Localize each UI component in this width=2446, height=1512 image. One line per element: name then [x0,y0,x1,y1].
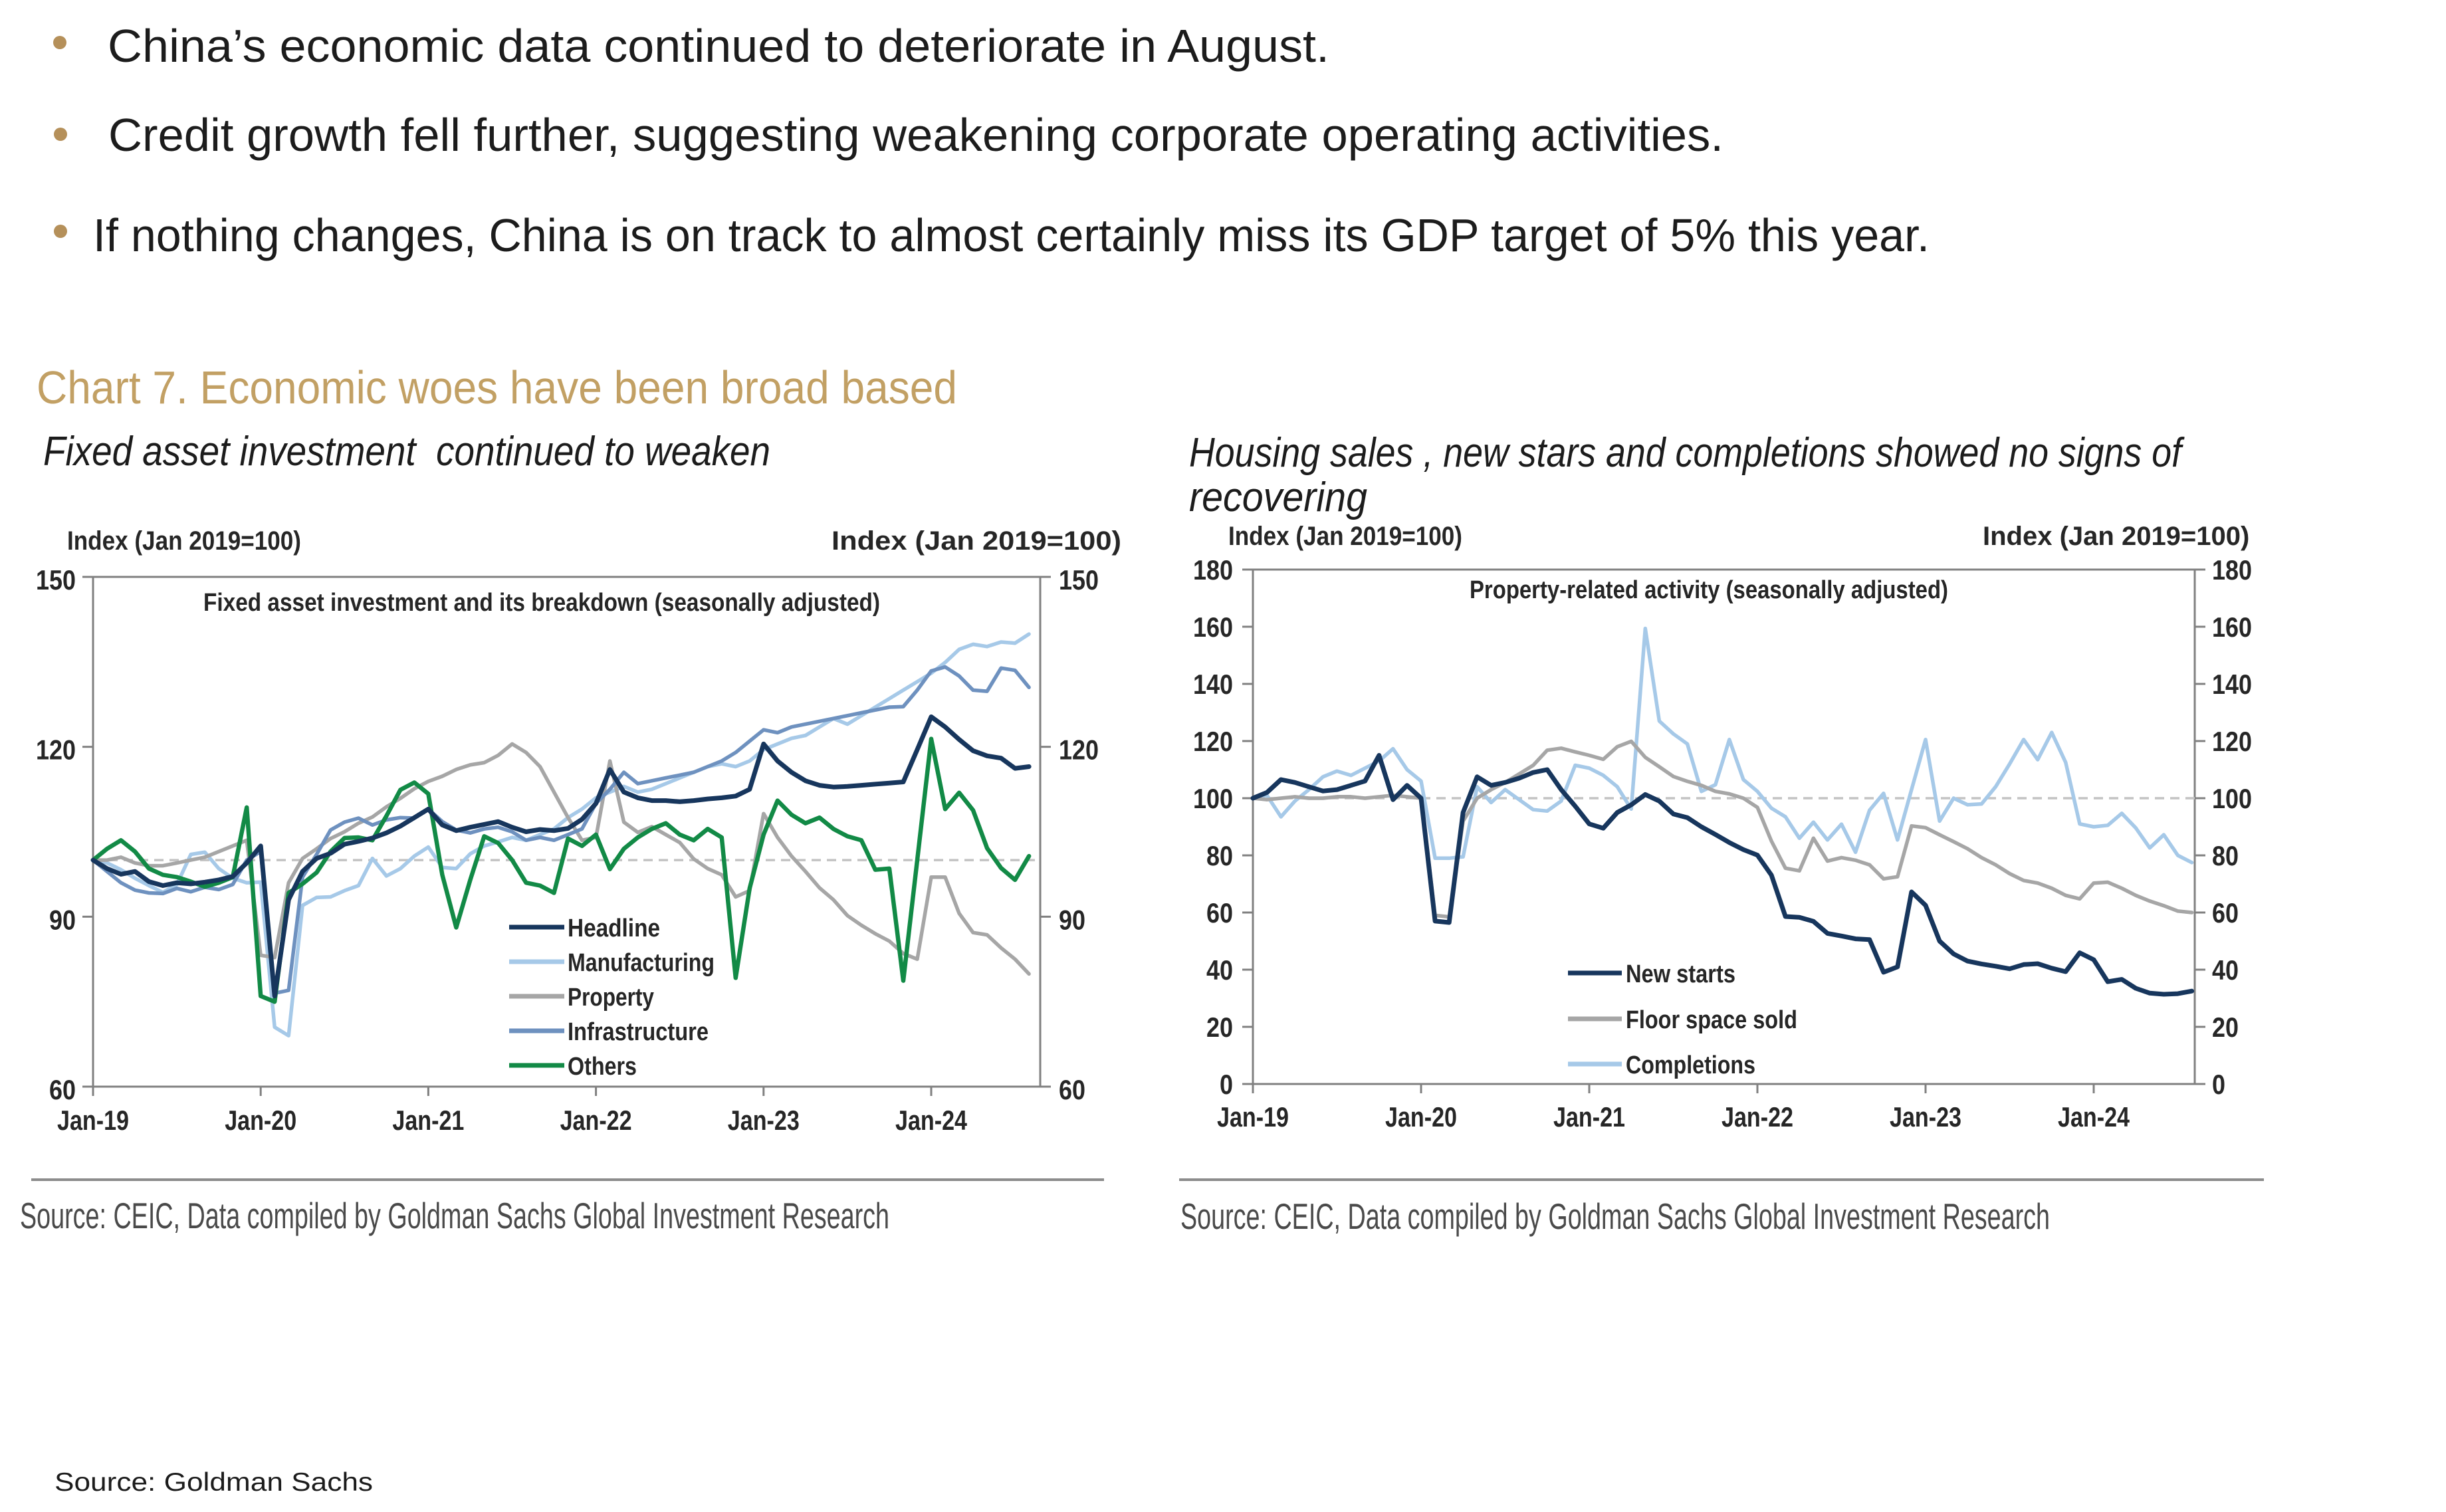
svg-text:100: 100 [1193,783,1233,814]
svg-text:Others: Others [568,1053,637,1081]
svg-text:Manufacturing: Manufacturing [568,949,715,977]
svg-text:Jan-23: Jan-23 [1890,1101,1961,1133]
svg-text:Fixed asset investment contin: Fixed asset investment continued to weak… [43,429,770,475]
svg-text:120: 120 [1059,734,1099,766]
svg-text:Housing sales , new stars and: Housing sales , new stars and completion… [1189,430,2185,476]
svg-text:Jan-24: Jan-24 [895,1105,968,1136]
svg-text:Credit growth fell further, su: Credit growth fell further, suggesting w… [108,109,1723,161]
svg-text:Completions: Completions [1626,1051,1755,1079]
svg-text:Jan-23: Jan-23 [728,1105,800,1136]
svg-text:80: 80 [1206,840,1233,871]
svg-text:Property-related activity (sea: Property-related activity (seasonally ad… [1470,576,1948,604]
svg-text:180: 180 [2212,554,2252,586]
svg-text:40: 40 [2212,954,2239,986]
svg-text:Fixed asset investment and its: Fixed asset investment and its breakdown… [203,589,880,617]
svg-text:China’s economic data continue: China’s economic data continued to deter… [108,20,1329,72]
svg-text:Jan-19: Jan-19 [57,1105,129,1136]
svg-text:0: 0 [2212,1069,2225,1100]
svg-text:20: 20 [2212,1012,2239,1043]
svg-text:Infrastructure: Infrastructure [568,1018,709,1046]
svg-text:60: 60 [1206,897,1233,928]
svg-text:Jan-19: Jan-19 [1217,1101,1289,1133]
svg-text:60: 60 [1059,1074,1085,1105]
svg-text:New starts: New starts [1626,960,1735,988]
svg-text:Jan-20: Jan-20 [225,1105,296,1136]
svg-text:Jan-24: Jan-24 [2058,1101,2130,1133]
svg-text:Jan-21: Jan-21 [392,1105,464,1136]
svg-text:Jan-21: Jan-21 [1553,1101,1625,1133]
svg-text:140: 140 [1193,669,1233,700]
svg-text:100: 100 [2212,783,2252,814]
svg-text:Chart 7. Economic woes have be: Chart 7. Economic woes have been broad b… [37,362,957,413]
svg-text:Index (Jan 2019=100): Index (Jan 2019=100) [67,526,301,556]
svg-text:Jan-22: Jan-22 [560,1105,632,1136]
svg-text:Jan-22: Jan-22 [1722,1101,1793,1133]
svg-text:160: 160 [1193,611,1233,643]
svg-text:90: 90 [1059,904,1085,935]
svg-text:60: 60 [49,1074,76,1105]
svg-text:90: 90 [49,904,76,935]
svg-text:Headline: Headline [568,915,660,942]
svg-text:160: 160 [2212,611,2252,643]
svg-text:180: 180 [1193,554,1233,586]
svg-text:20: 20 [1206,1012,1233,1043]
svg-text:0: 0 [1220,1069,1233,1100]
svg-text:Floor space sold: Floor space sold [1626,1006,1797,1034]
svg-text:Jan-20: Jan-20 [1385,1101,1457,1133]
svg-text:40: 40 [1206,954,1233,986]
svg-text:Source: Goldman Sachs: Source: Goldman Sachs [55,1468,373,1497]
svg-text:80: 80 [2212,840,2239,871]
svg-text:150: 150 [36,564,76,595]
svg-text:120: 120 [2212,726,2252,757]
svg-text:120: 120 [1193,726,1233,757]
svg-text:120: 120 [36,734,76,766]
svg-text:recovering: recovering [1189,475,1367,520]
svg-text:Index (Jan 2019=100): Index (Jan 2019=100) [1983,522,2249,551]
svg-text:140: 140 [2212,669,2252,700]
svg-text:150: 150 [1059,564,1099,595]
svg-text:Source: CEIC, Data compiled by: Source: CEIC, Data compiled by Goldman S… [20,1195,889,1236]
svg-text:Index (Jan 2019=100): Index (Jan 2019=100) [832,526,1121,556]
svg-text:Index (Jan 2019=100): Index (Jan 2019=100) [1228,522,1462,551]
svg-text:Property: Property [568,984,654,1012]
svg-text:Source: CEIC, Data compiled by: Source: CEIC, Data compiled by Goldman S… [1180,1196,2050,1237]
svg-text:If nothing changes, China is o: If nothing changes, China is on track to… [93,209,1930,261]
svg-text:60: 60 [2212,897,2239,928]
